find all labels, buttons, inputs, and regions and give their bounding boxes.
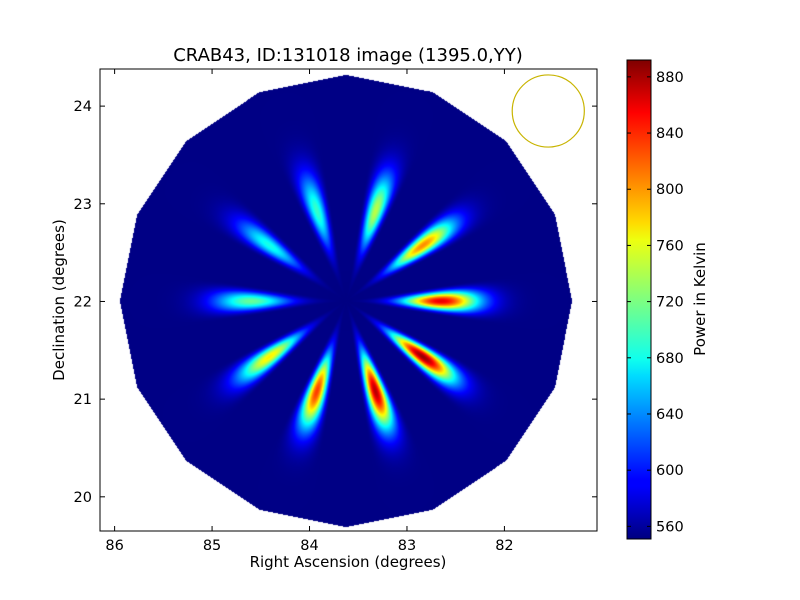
y-tick-label: 24 [74,99,92,115]
y-axis-ticks: 20 21 22 23 24 [74,99,597,506]
y-tick-label: 20 [74,490,92,506]
y-tick-label: 21 [74,392,92,408]
colorbar-tick-label: 720 [656,295,684,311]
colorbar-tick-label: 600 [656,463,684,479]
beam-circle [511,74,585,148]
colorbar-tick-label: 840 [656,126,684,142]
heatmap-image [100,69,597,531]
colorbar-tick-label: 760 [656,238,684,254]
colorbar-ticks: 560 600 640 680 720 760 800 840 880 [627,70,684,535]
y-tick-label: 23 [74,197,92,213]
colorbar-tick-label: 880 [656,70,684,86]
x-tick-label: 85 [203,538,221,554]
x-tick-label: 82 [495,538,513,554]
colorbar-tick-label: 680 [656,351,684,367]
colorbar-tick-label: 560 [656,519,684,535]
colorbar-tick-label: 640 [656,407,684,423]
y-axis-title: Declination (degrees) [50,219,68,381]
colorbar [626,59,652,540]
x-tick-label: 83 [398,538,416,554]
x-tick-label: 86 [105,538,123,554]
chart-title: CRAB43, ID:131018 image (1395.0,YY) [173,45,523,66]
colorbar-tick-label: 800 [656,182,684,198]
colorbar-title: Power in Kelvin [691,242,709,356]
x-axis-title: Right Ascension (degrees) [250,553,447,571]
y-tick-label: 22 [74,294,92,310]
x-axis-ticks: 86 85 84 83 82 [105,69,514,554]
plot-frame [99,68,598,532]
x-tick-label: 84 [300,538,318,554]
